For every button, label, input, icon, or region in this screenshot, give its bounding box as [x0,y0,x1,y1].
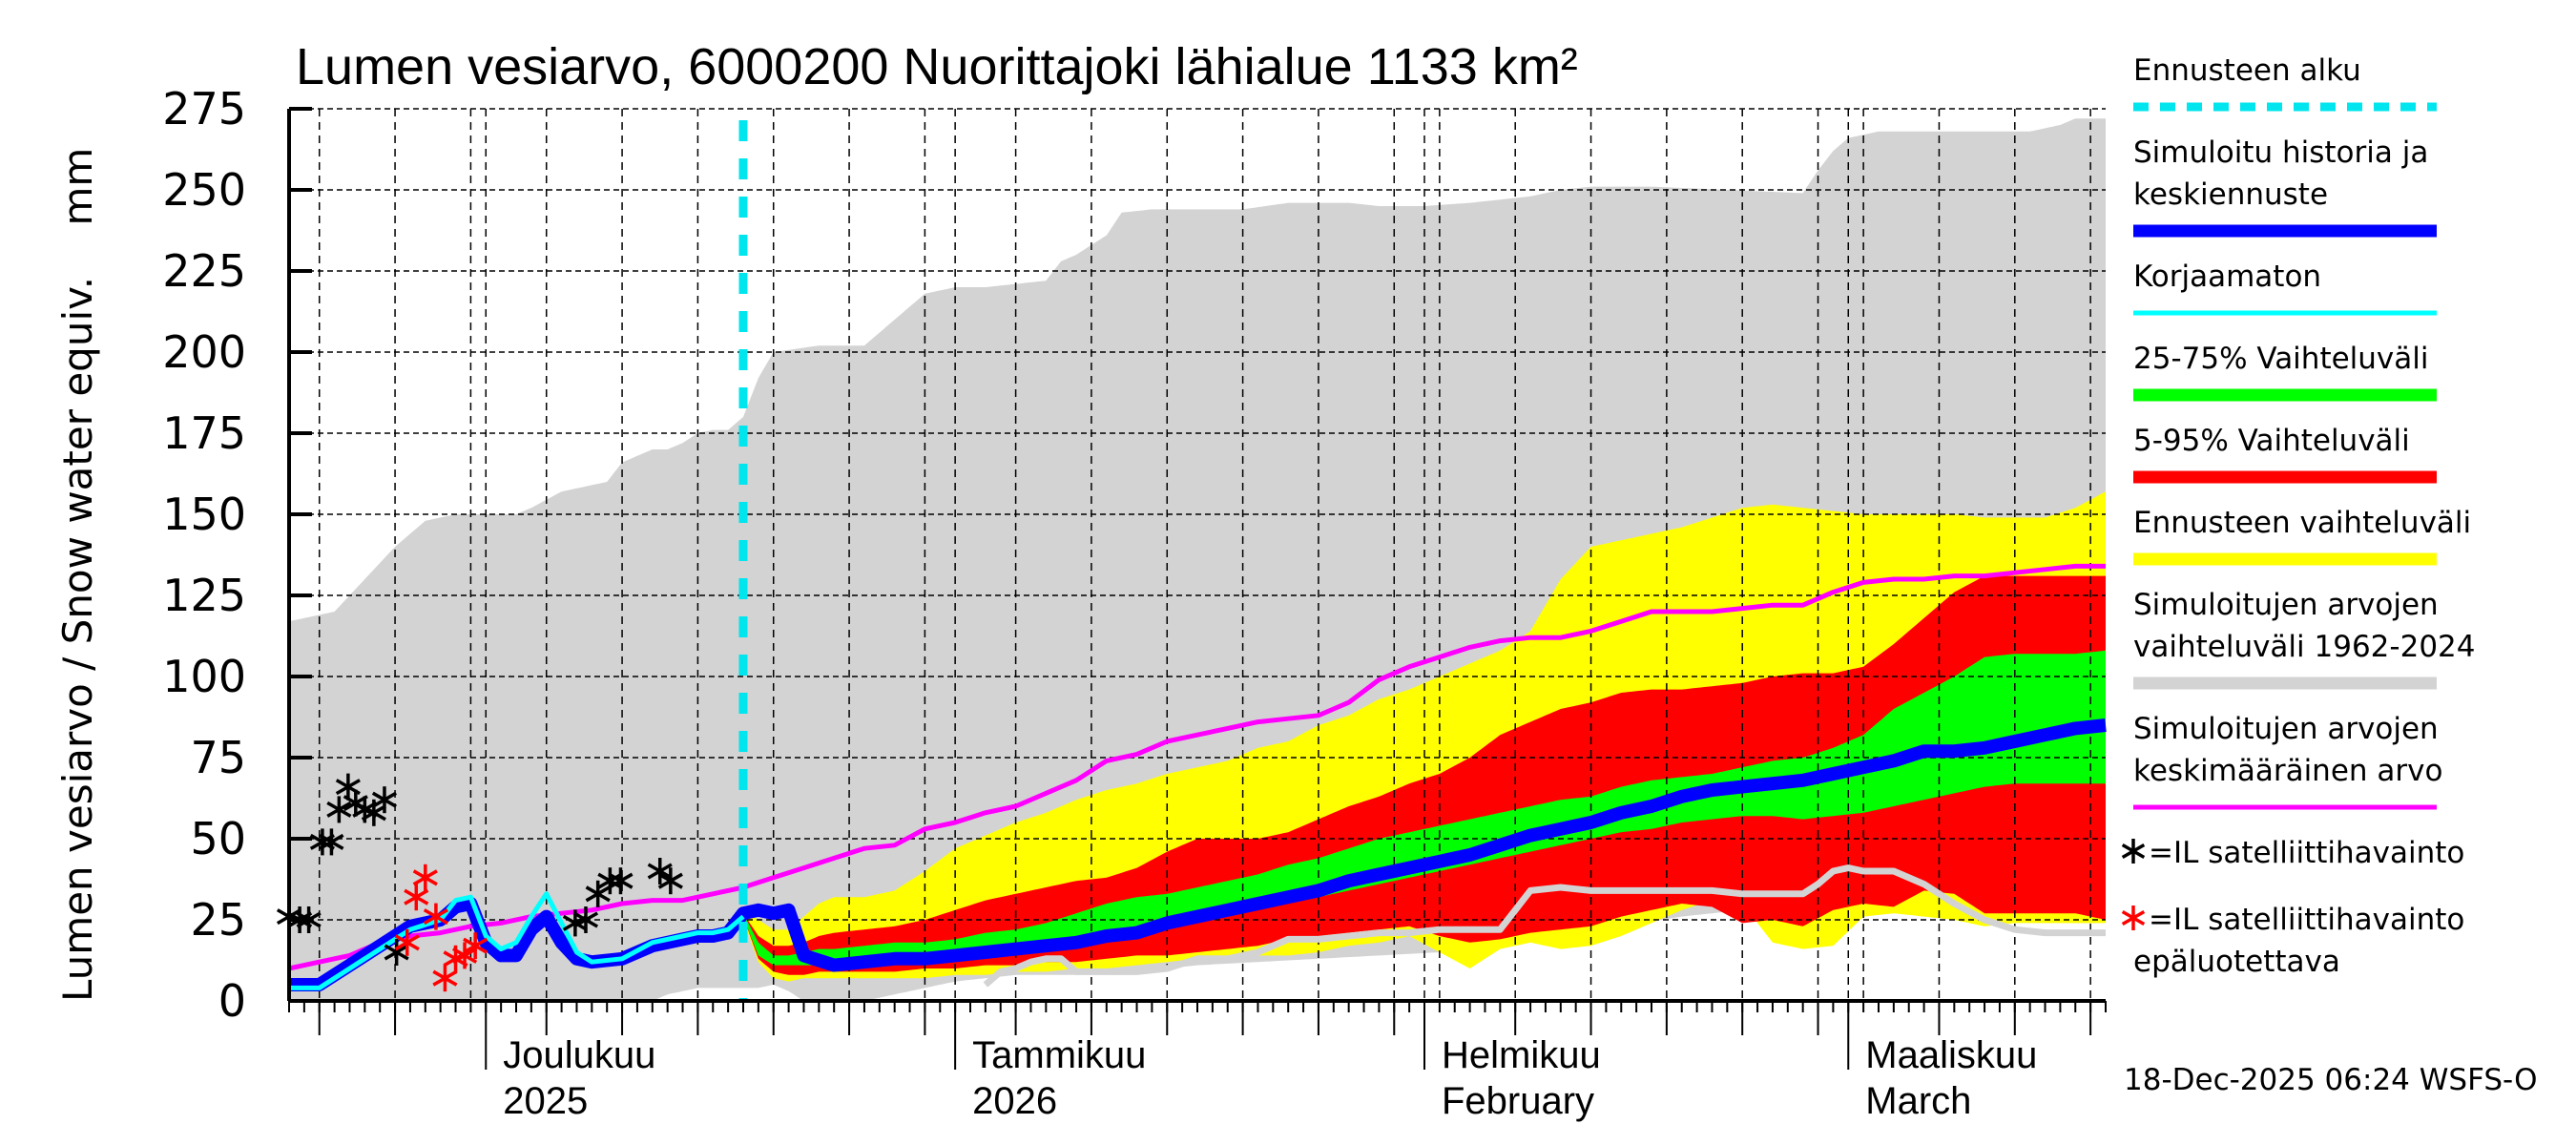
star-stroke [463,937,488,954]
star-stroke [597,872,623,889]
star-stroke [384,944,409,961]
legend-star-icon [2121,906,2146,930]
series-lines [276,120,2107,1001]
legend-item: Simuloitujen arvojen keskimääräinen arvo [2133,712,2442,810]
month-label: Helmikuu [1442,1034,1601,1076]
y-tick-label: 250 [162,164,246,216]
star-stroke [572,911,599,928]
month-sublabel: February [1442,1080,1594,1122]
observation-marker [326,796,352,823]
unreliable-observation-marker [463,932,488,960]
legend-label: Ennusteen vaihteluväli [2133,506,2471,540]
observation-marker [384,939,409,966]
legend-label: 25-75% Vaihteluväli [2133,342,2429,376]
legend-label: keskiennuste [2133,177,2328,212]
min-simulated-line [983,864,2106,988]
star-stroke [2121,909,2146,926]
timestamp-label: 18-Dec-2025 06:24 WSFS-O [2124,1063,2538,1097]
y-tick-label: 0 [218,975,246,1027]
unreliable-observation-marker [432,965,458,992]
legend-label: =IL satelliittihavainto [2149,836,2464,870]
observation-marker [361,799,386,826]
legend-label: 5-95% Vaihteluväli [2133,424,2410,458]
star-stroke [394,934,420,951]
y-axis-label: Lumen vesiarvo / Snow water equiv. mm [54,148,101,1002]
chart-title: Lumen vesiarvo, 6000200 Nuorittajoki läh… [296,38,1578,95]
unreliable-observation-marker [452,942,478,969]
y-tick-label: 125 [162,570,246,621]
y-tick-label: 225 [162,245,246,297]
legend-label: Ennusteen alku [2133,53,2361,88]
star-stroke [335,779,361,796]
month-sublabel: 2026 [972,1080,1057,1122]
month-sublabel: 2025 [503,1080,588,1122]
legend-star-icon [2121,839,2146,864]
unreliable-observation-marker [404,884,429,911]
y-tick-label: 150 [162,489,246,540]
star-stroke [423,908,448,926]
star-stroke [361,804,386,822]
star-stroke [404,888,429,906]
legend-label: Simuloitu historia ja [2133,135,2428,170]
y-tick-label: 100 [162,651,246,702]
p5-95-band [743,575,2106,975]
star-stroke [319,833,344,850]
y-tick-label: 75 [190,732,246,783]
observation-marker [657,867,683,895]
unreliable-observation-marker [423,903,448,930]
legend-item: 25-75% Vaihteluväli [2133,342,2437,402]
legend: Ennusteen alku Simuloitu historia ja keski… [2121,53,2475,979]
median-forecast-line [289,718,2107,991]
y-tick-label: 25 [190,894,246,946]
observation-marker [585,880,611,907]
grid [289,108,2106,1001]
legend-label: =IL satelliittihavainto [2149,903,2464,937]
star-stroke [608,872,634,889]
legend-label: Simuloitujen arvojen [2133,712,2439,746]
observation-marker [647,858,673,885]
legend-item: =IL satelliittihavainto [2121,836,2464,870]
star-stroke [432,969,458,987]
star-stroke [2121,843,2146,860]
month-label: Maaliskuu [1865,1034,2037,1076]
legend-item: 5-95% Vaihteluväli [2133,424,2437,484]
legend-item: Korjaamaton [2133,260,2437,316]
legend-item: Ennusteen alku [2133,53,2437,112]
month-label: Joulukuu [503,1034,655,1076]
legend-label: epäluotettava [2133,945,2340,979]
month-label: Tammikuu [972,1034,1146,1076]
unreliable-observation-marker [412,864,438,891]
y-tick-label: 175 [162,407,246,459]
star-stroke [452,947,478,964]
y-tick-label: 275 [162,83,246,135]
observation-marker [371,786,398,814]
star-stroke [371,791,398,808]
legend-label: Simuloitujen arvojen [2133,588,2439,622]
legend-label: Korjaamaton [2133,260,2321,294]
unreliable-observation-marker [394,928,420,956]
legend-label: keskimääräinen arvo [2133,754,2442,788]
mean-simulated-line [288,563,2106,971]
observation-marker [597,867,623,895]
observation-marker [572,906,599,933]
legend-item: Simuloitu historia ja keskiennuste [2133,135,2437,238]
star-stroke [647,863,673,880]
y-tick-label: 200 [162,326,246,378]
legend-item: Simuloitujen arvojen vaihteluväli 1962-20… [2133,588,2475,690]
p25-75-band [743,650,2106,966]
star-stroke [657,872,683,889]
legend-item: Ennusteen vaihteluväli [2133,506,2471,566]
legend-item: =IL satelliittihavainto epäluotettava [2121,903,2464,979]
observation-marker [319,828,344,856]
y-tick-label: 50 [190,813,246,864]
axes: 0255075100125150175200225250275Joulukuu2… [162,83,2107,1122]
observation-marker [608,867,634,895]
star-stroke [326,801,352,818]
legend-label: vaihteluväli 1962-2024 [2133,630,2475,664]
star-stroke [585,885,611,903]
uncorrected-line [289,891,745,990]
month-sublabel: March [1865,1080,1971,1122]
star-stroke [412,869,438,886]
